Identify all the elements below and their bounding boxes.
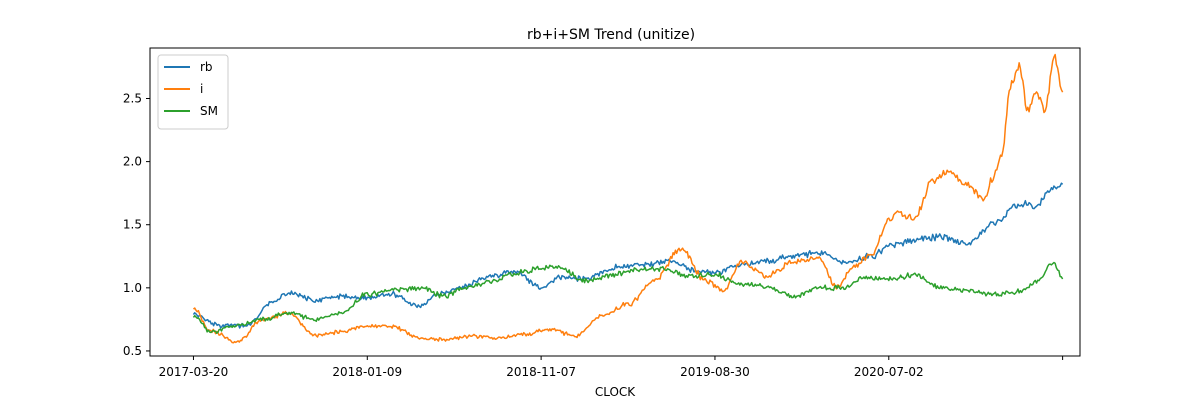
x-tick-label: 2018-01-09: [332, 365, 402, 379]
y-tick-label: 2.0: [123, 155, 142, 169]
legend-label-sm: SM: [200, 104, 218, 118]
series-line-sm: [192, 261, 1064, 335]
legend: rb i SM: [157, 54, 229, 130]
legend-label-i: i: [200, 82, 203, 96]
series-line-rb: [192, 182, 1064, 329]
series-layer: [192, 53, 1064, 344]
plot-area: [150, 48, 1080, 356]
legend-label-rb: rb: [200, 60, 213, 74]
x-tick-label: 2020-07-02: [854, 365, 924, 379]
y-tick-label: 0.5: [123, 344, 142, 358]
y-tick-label: 2.5: [123, 91, 142, 105]
x-axis: 2017-03-20 2018-01-09 2018-11-07 2019-08-30…: [159, 356, 1064, 379]
y-tick-label: 1.5: [123, 218, 142, 232]
chart-title: rb+i+SM Trend (unitize): [527, 27, 695, 43]
y-tick-label: 1.0: [123, 281, 142, 295]
x-tick-label: 2018-11-07: [506, 365, 576, 379]
plot-frame: [149, 47, 1081, 357]
y-axis: 0.5 1.0 1.5 2.0 2.5: [123, 91, 150, 358]
x-tick-label: 2017-03-20: [159, 365, 229, 379]
x-tick-label: 2019-08-30: [680, 365, 750, 379]
series-line-i: [192, 53, 1064, 344]
x-axis-label: CLOCK: [595, 385, 636, 399]
